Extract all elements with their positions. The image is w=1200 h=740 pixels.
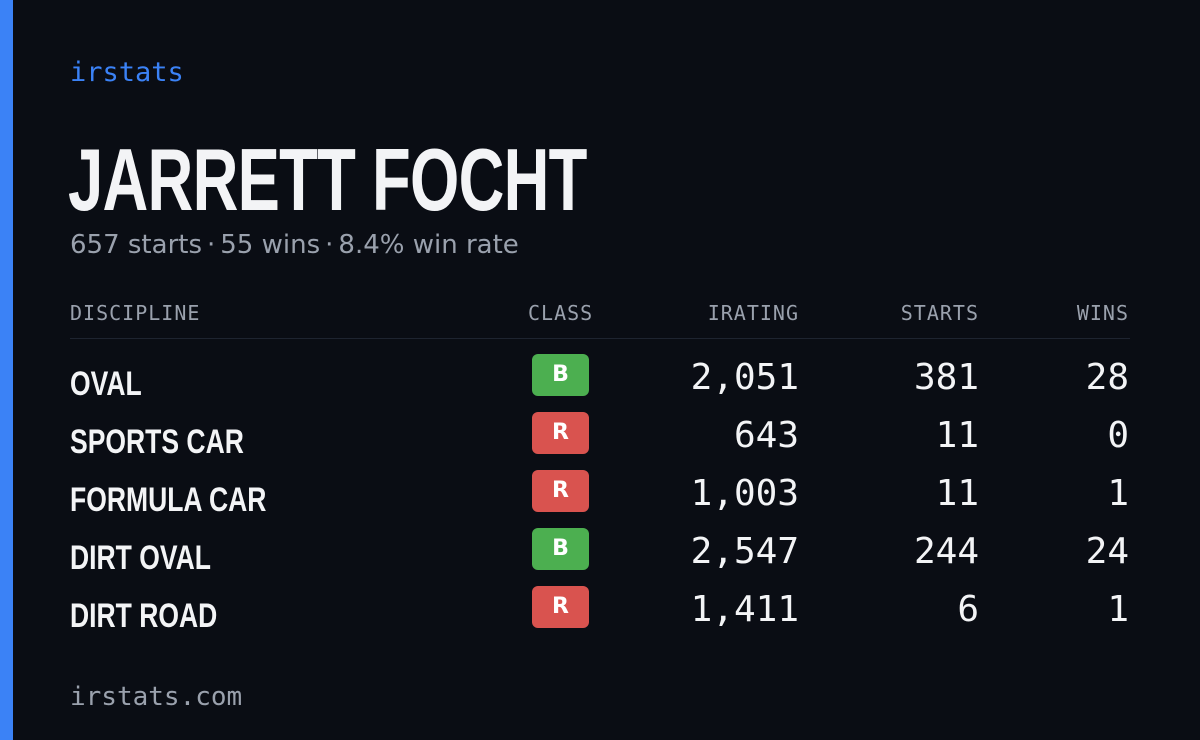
irating-value: 1,003 [690, 473, 799, 514]
table-row: OVAL B 2,051 381 28 [70, 350, 1130, 408]
starts-value: 11 [935, 473, 979, 514]
header-irating: IRATING [707, 301, 799, 325]
starts-value: 381 [913, 357, 979, 398]
wins-value: 1 [1107, 589, 1129, 630]
summary-wins: 55 wins [220, 230, 321, 260]
driver-summary: 657 starts · 55 wins · 8.4% win rate [70, 228, 519, 262]
starts-value: 6 [957, 589, 979, 630]
discipline-name: SPORTS CAR [70, 423, 244, 461]
footer-domain: irstats.com [70, 682, 243, 712]
summary-separator: · [207, 230, 216, 260]
discipline-name: DIRT OVAL [70, 539, 211, 577]
class-badge: R [532, 412, 589, 454]
driver-name: JARRETT FOCHT [68, 130, 587, 229]
class-badge: R [532, 586, 589, 628]
header-class: CLASS [528, 301, 594, 325]
accent-bar [0, 0, 13, 740]
summary-win-rate: 8.4% win rate [338, 230, 519, 260]
discipline-table: OVAL B 2,051 381 28 SPORTS CAR R 643 11 … [70, 350, 1130, 640]
header-starts: STARTS [900, 301, 979, 325]
header-wins: WINS [1076, 301, 1129, 325]
starts-value: 244 [913, 531, 979, 572]
wins-value: 28 [1085, 357, 1129, 398]
summary-starts: 657 starts [70, 230, 202, 260]
discipline-name: DIRT ROAD [70, 597, 218, 635]
summary-separator: · [325, 230, 334, 260]
irating-value: 2,547 [690, 531, 799, 572]
table-row: SPORTS CAR R 643 11 0 [70, 408, 1130, 466]
table-header: DISCIPLINE CLASS IRATING STARTS WINS [70, 300, 1130, 339]
irating-value: 2,051 [690, 357, 799, 398]
table-row: DIRT ROAD R 1,411 6 1 [70, 582, 1130, 640]
discipline-name: FORMULA CAR [70, 481, 267, 519]
wins-value: 1 [1107, 473, 1129, 514]
discipline-name: OVAL [70, 365, 142, 403]
table-row: FORMULA CAR R 1,003 11 1 [70, 466, 1130, 524]
header-discipline: DISCIPLINE [70, 301, 201, 325]
irating-value: 1,411 [690, 589, 799, 630]
starts-value: 11 [935, 415, 979, 456]
class-badge: R [532, 470, 589, 512]
class-badge: B [532, 354, 589, 396]
wins-value: 0 [1107, 415, 1129, 456]
table-row: DIRT OVAL B 2,547 244 24 [70, 524, 1130, 582]
class-badge: B [532, 528, 589, 570]
irating-value: 643 [733, 415, 799, 456]
brand-logo: irstats [70, 57, 184, 88]
wins-value: 24 [1085, 531, 1129, 572]
